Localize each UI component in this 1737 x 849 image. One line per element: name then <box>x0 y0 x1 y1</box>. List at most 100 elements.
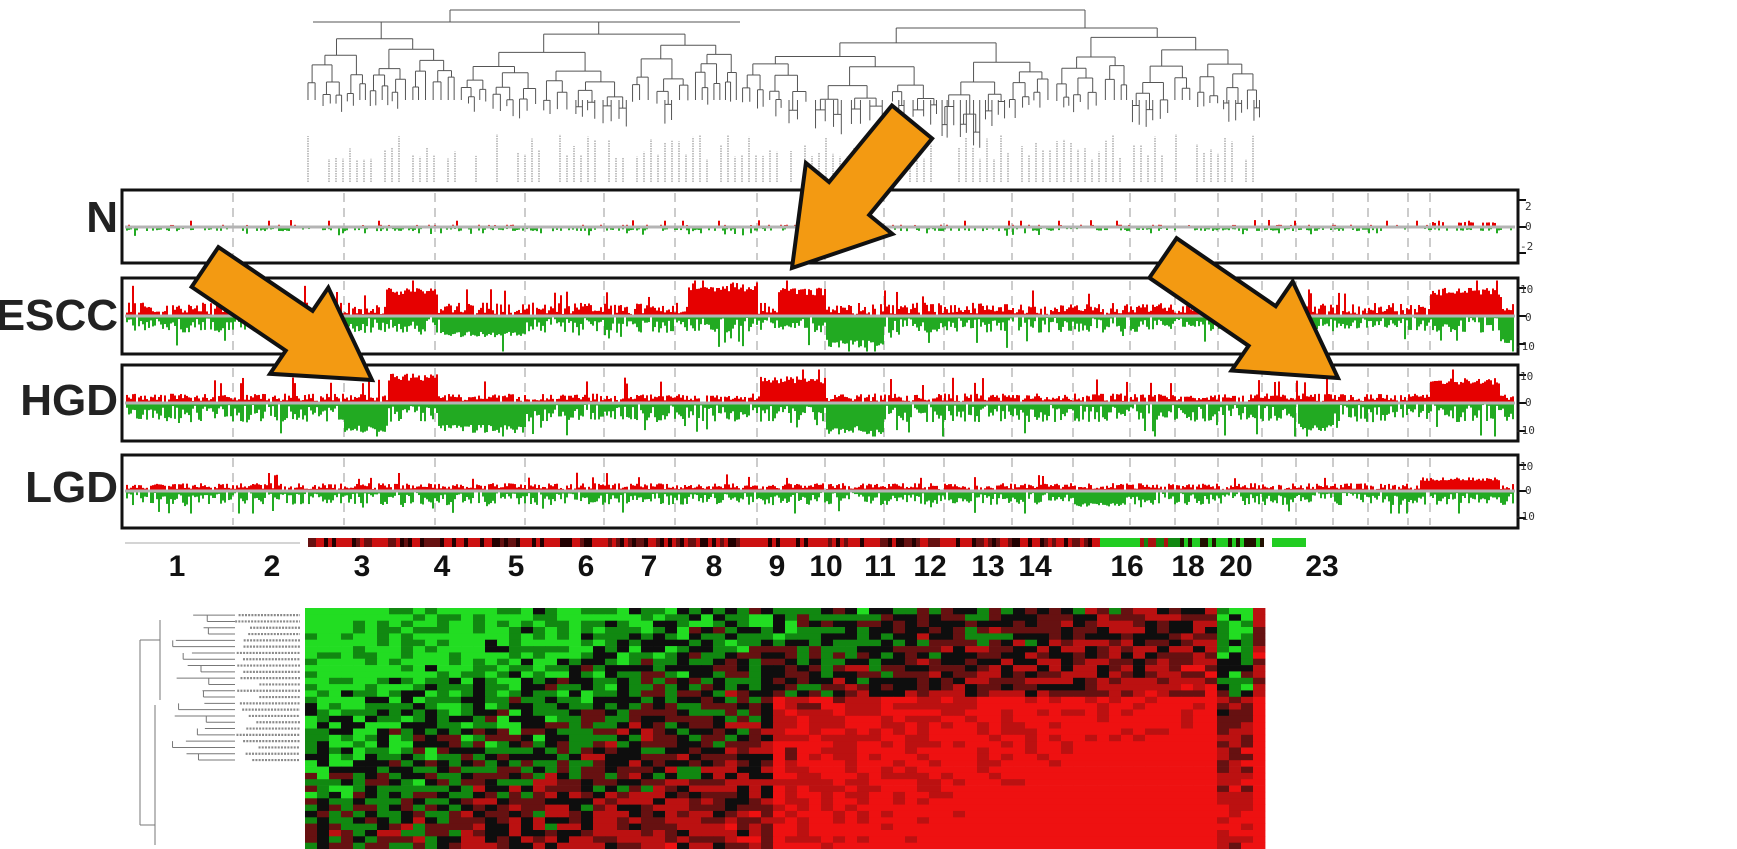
cnv-gain-bar <box>1054 307 1056 315</box>
cnv-gain-bar <box>952 377 954 402</box>
cnv-gain-bar <box>256 483 258 490</box>
cnv-gain-bar <box>132 285 134 315</box>
cnv-gain-bar <box>1136 306 1138 315</box>
cnv-loss-bar <box>588 317 590 322</box>
cnv-loss-bar <box>878 404 880 433</box>
cnv-loss-bar <box>812 404 814 413</box>
cnv-loss-bar <box>402 404 404 411</box>
strip-cell <box>564 538 568 547</box>
cnv-loss-bar <box>1368 317 1370 322</box>
cnv-loss-bar <box>620 317 622 337</box>
cnv-gain-bar <box>466 400 468 402</box>
cnv-loss-bar <box>1358 228 1360 231</box>
cnv-gain-bar <box>528 304 530 315</box>
cnv-gain-bar <box>836 485 838 490</box>
heatmap-cell <box>1073 608 1086 615</box>
cnv-loss-bar <box>660 317 662 329</box>
cnv-gain-bar <box>1100 393 1102 402</box>
cnv-gain-bar <box>1446 293 1448 315</box>
cnv-loss-bar <box>598 404 600 420</box>
cnv-loss-bar <box>424 317 426 332</box>
strip-cell <box>952 538 956 547</box>
cnv-gain-bar <box>388 380 390 402</box>
cnv-loss-bar <box>584 404 586 406</box>
axis-tick-lgd-bot: -10 <box>1515 510 1535 523</box>
cnv-gain-bar <box>1024 313 1026 315</box>
cnv-gain-bar <box>210 303 212 315</box>
cnv-gain-bar <box>1286 398 1288 402</box>
cnv-loss-bar <box>996 317 998 326</box>
cnv-loss-bar <box>1468 228 1470 230</box>
cnv-loss-bar <box>996 492 998 505</box>
cnv-loss-bar <box>290 404 292 412</box>
cnv-gain-bar <box>1200 487 1202 490</box>
heatmap-cell <box>1037 608 1050 615</box>
chromosome-label: 4 <box>434 550 451 583</box>
cnv-gain-bar <box>682 395 684 402</box>
cnv-loss-bar <box>496 404 498 430</box>
cnv-gain-bar <box>742 487 744 490</box>
cnv-loss-bar <box>824 404 826 408</box>
cnv-gain-bar <box>170 224 172 226</box>
cnv-gain-bar <box>1436 380 1438 402</box>
cnv-loss-bar <box>1456 404 1458 422</box>
cnv-gain-bar <box>214 308 216 315</box>
cnv-loss-bar <box>780 317 782 327</box>
cnv-loss-bar <box>888 492 890 502</box>
cnv-loss-bar <box>878 317 880 346</box>
strip-cell <box>984 538 988 547</box>
cnv-loss-bar <box>1110 404 1112 413</box>
cnv-gain-bar <box>680 312 682 315</box>
cnv-loss-bar <box>1216 228 1218 231</box>
cnv-gain-bar <box>852 488 854 490</box>
cnv-loss-bar <box>152 404 154 418</box>
cnv-loss-bar <box>1222 404 1224 416</box>
cnv-loss-bar <box>1420 404 1422 413</box>
cnv-loss-bar <box>722 404 724 408</box>
cnv-gain-bar <box>904 400 906 402</box>
cnv-gain-bar <box>738 398 740 402</box>
cnv-loss-bar <box>1102 317 1104 333</box>
cnv-loss-bar <box>1414 317 1416 319</box>
cnv-loss-bar <box>1306 492 1308 500</box>
cnv-gain-bar <box>824 377 826 402</box>
cnv-loss-bar <box>1510 228 1512 231</box>
cnv-gain-bar <box>1086 395 1088 402</box>
cnv-loss-bar <box>1432 492 1434 498</box>
cnv-loss-bar <box>348 492 350 503</box>
cnv-gain-bar <box>590 488 592 490</box>
cnv-loss-bar <box>944 404 946 420</box>
cnv-gain-bar <box>1068 307 1070 315</box>
cnv-loss-bar <box>1324 317 1326 325</box>
cnv-loss-bar <box>1310 228 1312 235</box>
cnv-gain-bar <box>1260 397 1262 402</box>
cnv-gain-bar <box>608 399 610 402</box>
cnv-gain-bar <box>996 485 998 490</box>
cnv-loss-bar <box>932 317 934 330</box>
strip-cell <box>496 538 500 547</box>
cnv-loss-bar <box>204 317 206 330</box>
cnv-gain-bar <box>750 289 752 315</box>
cnv-gain-bar <box>542 486 544 490</box>
cnv-gain-bar <box>924 399 926 402</box>
cnv-gain-bar <box>562 488 564 490</box>
cnv-gain-bar <box>1444 383 1446 402</box>
cnv-gain-bar <box>958 400 960 402</box>
cnv-loss-bar <box>466 492 468 498</box>
cnv-loss-bar <box>654 317 656 328</box>
cnv-gain-bar <box>670 487 672 490</box>
cnv-gain-bar <box>1288 399 1290 402</box>
cnv-gain-bar <box>506 224 508 226</box>
cnv-loss-bar <box>150 492 152 504</box>
cnv-gain-bar <box>692 400 694 402</box>
cnv-loss-bar <box>128 492 130 494</box>
cnv-loss-bar <box>1196 492 1198 503</box>
cnv-gain-bar <box>222 484 224 490</box>
cnv-gain-bar <box>864 306 866 315</box>
cnv-loss-bar <box>492 317 494 333</box>
strip-cell <box>740 538 744 547</box>
cnv-loss-bar <box>1416 492 1418 503</box>
cnv-gain-bar <box>566 485 568 490</box>
cnv-loss-bar <box>1300 492 1302 502</box>
cnv-gain-bar <box>1148 311 1150 315</box>
